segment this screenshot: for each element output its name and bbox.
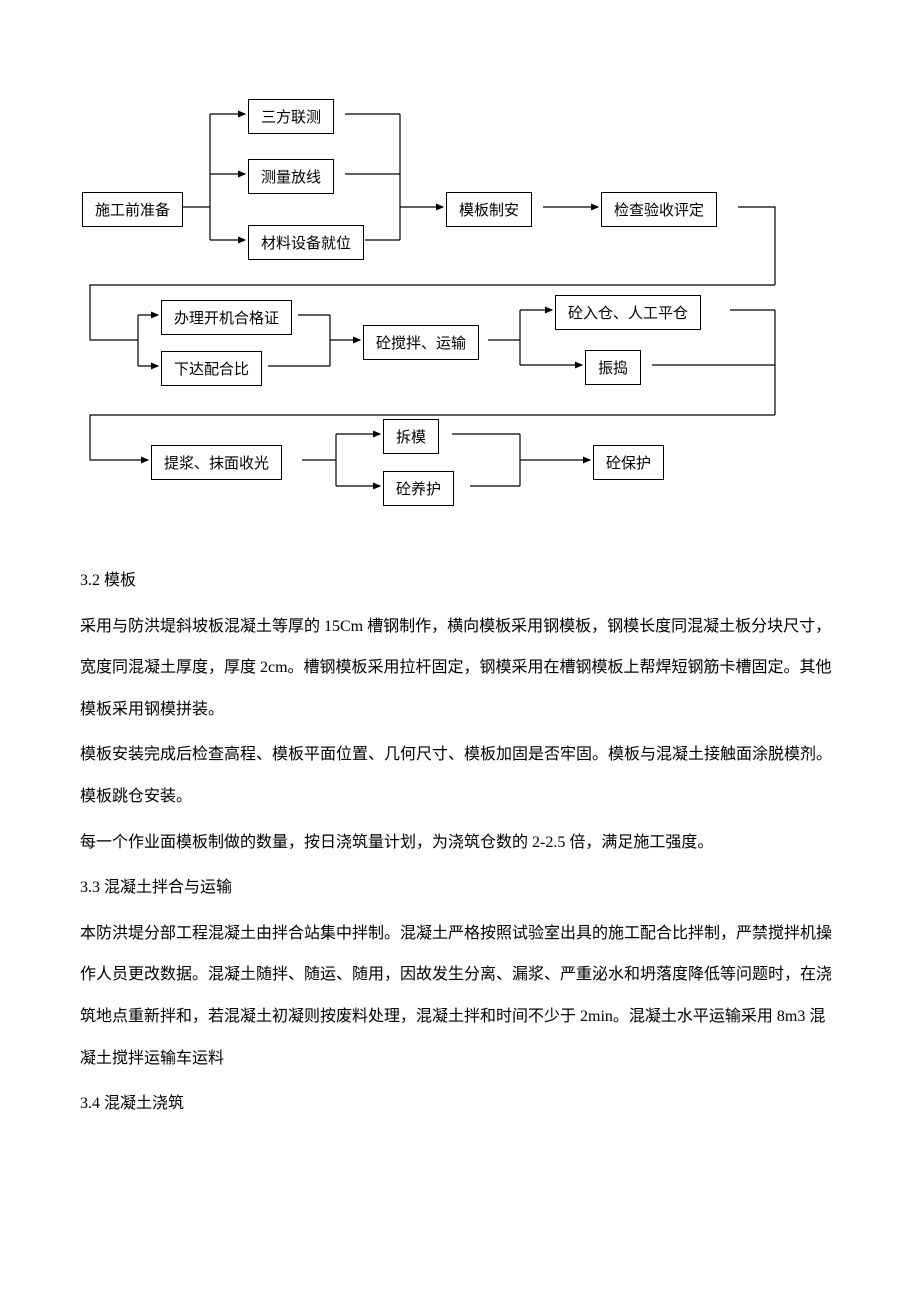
node-surface-finish: 提浆、抹面收光 [151, 445, 282, 480]
node-mix-transport: 砼搅拌、运输 [363, 325, 479, 360]
node-label: 办理开机合格证 [174, 307, 279, 328]
node-survey-line: 测量放线 [248, 159, 334, 194]
node-label: 检查验收评定 [614, 199, 704, 220]
node-curing: 砼养护 [383, 471, 454, 506]
section-3-2-p3: 每一个作业面模板制做的数量，按日浇筑量计划，为浇筑仓数的 2-2.5 倍，满足施… [80, 822, 840, 864]
section-3-2-p1: 采用与防洪堤斜坡板混凝土等厚的 15Cm 槽钢制作，横向模板采用钢模板，钢模长度… [80, 606, 840, 731]
node-inspect-accept: 检查验收评定 [601, 192, 717, 227]
node-demold: 拆模 [383, 419, 439, 454]
node-label: 模板制安 [459, 199, 519, 220]
node-label: 砼保护 [606, 452, 651, 473]
node-label: 下达配合比 [174, 358, 249, 379]
node-triple-survey: 三方联测 [248, 99, 334, 134]
node-label: 砼搅拌、运输 [376, 332, 466, 353]
node-vibrate: 振捣 [585, 350, 641, 385]
document-body: 3.2 模板 采用与防洪堤斜坡板混凝土等厚的 15Cm 槽钢制作，横向模板采用钢… [80, 560, 840, 1125]
node-formwork-install: 模板制安 [446, 192, 532, 227]
section-3-4-heading: 3.4 混凝土浇筑 [80, 1083, 840, 1125]
node-label: 提浆、抹面收光 [164, 452, 269, 473]
node-label: 三方联测 [261, 106, 321, 127]
node-label: 材料设备就位 [261, 232, 351, 253]
node-mix-ratio: 下达配合比 [161, 351, 262, 386]
node-label: 砼入仓、人工平仓 [568, 302, 688, 323]
node-label: 砼养护 [396, 478, 441, 499]
flowchart-diagram: 施工前准备 三方联测 测量放线 材料设备就位 模板制安 检查验收评定 办理开机合… [80, 90, 840, 530]
node-label: 振捣 [598, 357, 628, 378]
section-3-2-heading: 3.2 模板 [80, 560, 840, 602]
node-label: 施工前准备 [95, 199, 170, 220]
node-protect: 砼保护 [593, 445, 664, 480]
node-label: 测量放线 [261, 166, 321, 187]
section-3-3-p1: 本防洪堤分部工程混凝土由拌合站集中拌制。混凝土严格按照试验室出具的施工配合比拌制… [80, 913, 840, 1079]
node-label: 拆模 [396, 426, 426, 447]
node-concrete-in: 砼入仓、人工平仓 [555, 295, 701, 330]
node-prep: 施工前准备 [82, 192, 183, 227]
section-3-3-heading: 3.3 混凝土拌合与运输 [80, 867, 840, 909]
node-material-ready: 材料设备就位 [248, 225, 364, 260]
node-startup-cert: 办理开机合格证 [161, 300, 292, 335]
section-3-2-p2: 模板安装完成后检查高程、模板平面位置、几何尺寸、模板加固是否牢固。模板与混凝土接… [80, 734, 840, 817]
